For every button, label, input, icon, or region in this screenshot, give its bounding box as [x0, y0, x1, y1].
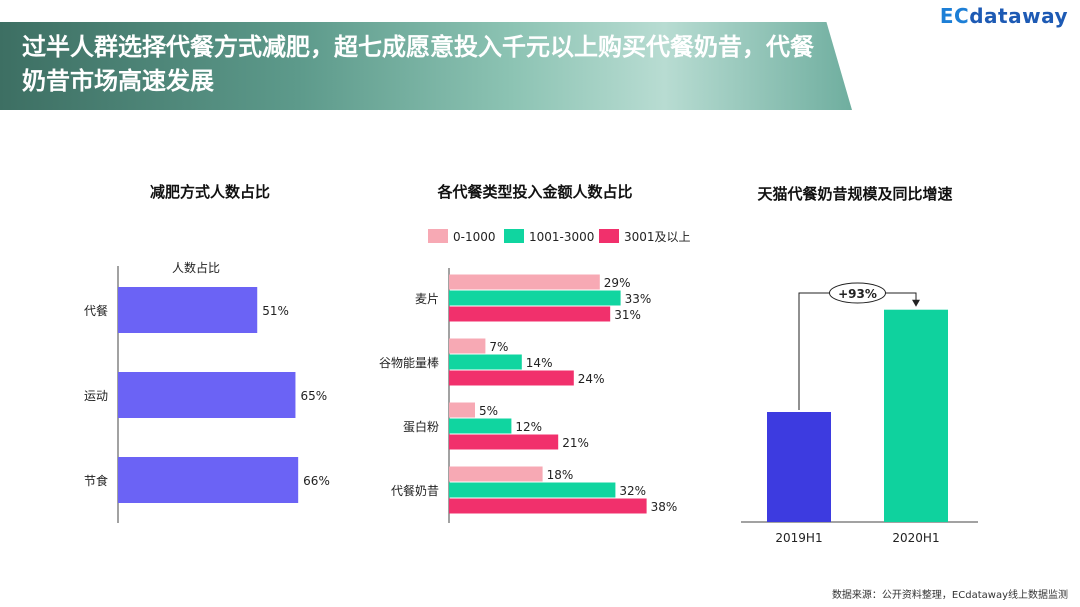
chart2-bar	[449, 370, 574, 386]
chart2-value-label: 7%	[489, 340, 508, 354]
chart2-bar	[449, 418, 512, 434]
chart3-arrow-head	[912, 299, 920, 307]
chart3-growth-label: +93%	[838, 287, 877, 301]
chart1-category-label: 代餐	[84, 303, 108, 318]
chart2-bar	[449, 290, 621, 306]
logo-suffix: dataway	[969, 4, 1068, 28]
chart2-value-label: 32%	[619, 484, 646, 498]
chart2-bar	[449, 338, 486, 354]
chart2-category-label: 代餐奶昔	[391, 483, 439, 498]
chart1-category-label: 运动	[84, 389, 108, 403]
chart2-title: 各代餐类型投入金额人数占比	[437, 183, 633, 201]
chart2-category-label: 谷物能量棒	[379, 356, 439, 370]
header-banner: 过半人群选择代餐方式减肥，超七成愿意投入千元以上购买代餐奶昔，代餐奶昔市场高速发…	[0, 22, 852, 110]
chart3-growth-badge	[829, 282, 886, 304]
chart2-bar	[449, 434, 559, 450]
chart1-bar	[118, 457, 299, 503]
chart2-value-label: 24%	[578, 372, 605, 386]
chart2-value-label: 29%	[604, 276, 631, 290]
chart3-title: 天猫代餐奶昔规模及同比增速	[757, 185, 953, 203]
chart2-value-label: 33%	[625, 292, 652, 306]
chart3-category-label: 2019H1	[775, 531, 822, 545]
chart3-category-label: 2020H1	[892, 531, 939, 545]
chart2-legend-label: 1001-3000	[529, 230, 594, 244]
chart2-value-label: 18%	[547, 468, 574, 482]
data-source-note: 数据来源：公开资料整理，ECdataway线上数据监测	[831, 590, 1068, 601]
logo-prefix: EC	[939, 4, 970, 28]
chart2-value-label: 5%	[479, 404, 498, 418]
chart2-legend-label: 0-1000	[453, 230, 496, 244]
chart1-series-label: 人数占比	[172, 260, 220, 275]
chart2-legend-swatch	[504, 229, 524, 243]
chart2-category-label: 麦片	[415, 292, 439, 306]
chart2-bar	[449, 354, 522, 370]
chart2-bar	[449, 274, 600, 290]
chart2-legend-swatch	[428, 229, 448, 243]
chart2-legend-label: 3001及以上	[624, 230, 691, 244]
chart2-bar	[449, 306, 611, 322]
chart2-value-label: 12%	[515, 420, 542, 434]
chart1-value-label: 51%	[262, 304, 289, 318]
chart2-value-label: 38%	[651, 500, 678, 514]
chart1-value-label: 66%	[303, 474, 330, 488]
page-title: 过半人群选择代餐方式减肥，超七成愿意投入千元以上购买代餐奶昔，代餐奶昔市场高速发…	[22, 33, 814, 95]
chart1-category-label: 节食	[84, 473, 108, 488]
chart3-bar	[884, 309, 948, 522]
chart1-title: 减肥方式人数占比	[149, 183, 270, 201]
brand-logo: ECdataway	[940, 4, 1068, 28]
chart2-value-label: 14%	[526, 356, 553, 370]
chart2-value-label: 21%	[562, 436, 589, 450]
chart2-bar	[449, 482, 616, 498]
chart2-category-label: 蛋白粉	[403, 419, 439, 434]
chart2-bar	[449, 498, 647, 514]
chart1-value-label: 65%	[300, 389, 327, 403]
chart1-bar	[118, 372, 296, 418]
chart3-bar	[767, 412, 831, 522]
chart2-bar	[449, 402, 475, 418]
chart1-bar	[118, 287, 258, 333]
chart2-value-label: 31%	[614, 308, 641, 322]
chart2-bar	[449, 466, 543, 482]
chart2-legend-swatch	[599, 229, 619, 243]
